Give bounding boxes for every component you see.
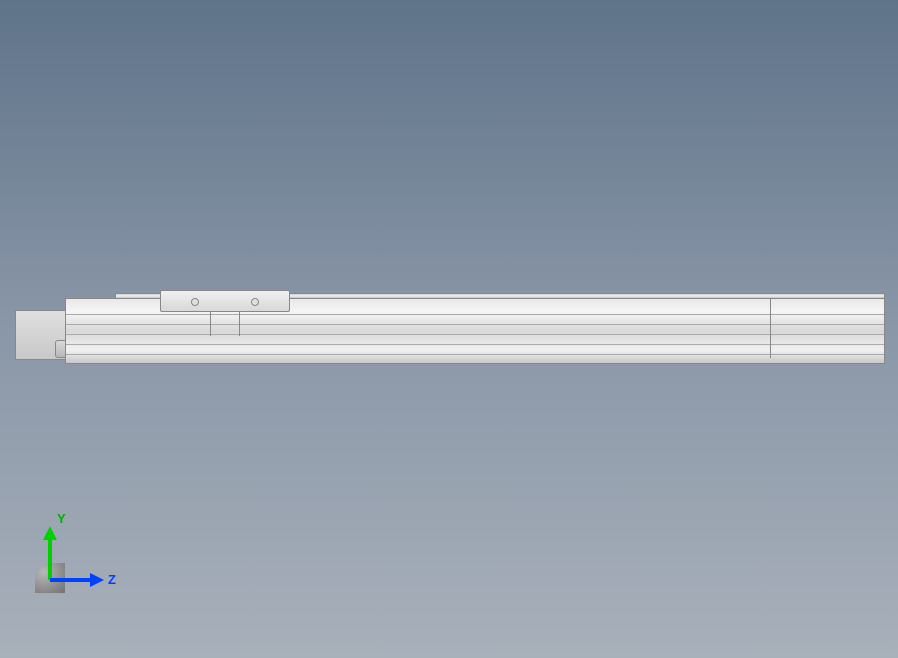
axis-z-arrow [90,573,104,587]
rail-groove [66,344,884,345]
axis-z-label: Z [108,572,116,587]
axis-triad[interactable]: Y Z [30,508,120,598]
axis-y-label: Y [57,511,66,526]
rail-groove [66,354,884,355]
rail-groove [66,334,884,335]
rail-groove [66,314,884,315]
vertical-marker [770,298,771,358]
mounting-hole [251,298,259,306]
model-linear-rail[interactable] [15,290,885,368]
axis-y-arrow [43,526,57,540]
rail-groove [66,324,884,325]
axis-y-line [48,535,52,580]
cad-viewport[interactable]: Y Z [0,0,898,658]
axis-z-line [50,578,95,582]
carriage-block [160,290,290,312]
carriage-bracket [210,312,240,336]
mounting-hole [191,298,199,306]
